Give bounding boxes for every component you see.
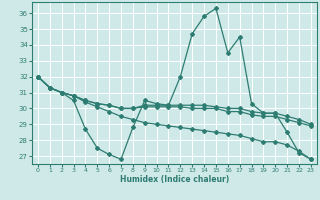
X-axis label: Humidex (Indice chaleur): Humidex (Indice chaleur): [120, 175, 229, 184]
